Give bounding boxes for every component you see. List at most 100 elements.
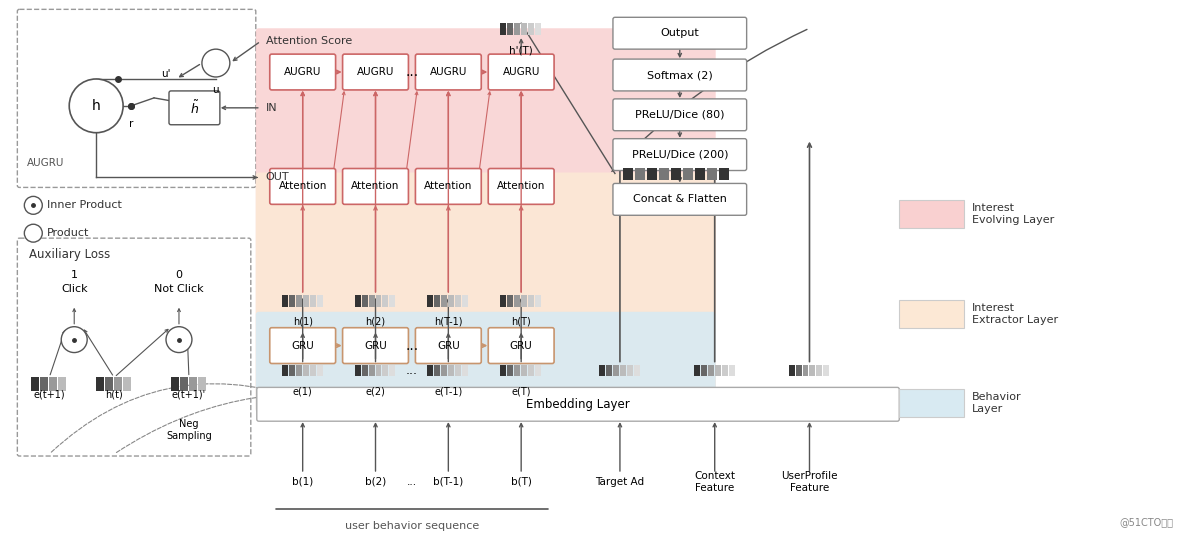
Text: h(t): h(t): [105, 389, 123, 400]
Text: b(1): b(1): [292, 477, 314, 487]
Bar: [613, 365, 619, 376]
Text: b(T): b(T): [510, 477, 532, 487]
Text: Not Click: Not Click: [154, 284, 204, 294]
Bar: [31, 378, 39, 391]
FancyBboxPatch shape: [488, 328, 554, 364]
Bar: [514, 23, 520, 35]
Text: e(2): e(2): [366, 387, 386, 396]
Bar: [500, 23, 507, 35]
Bar: [123, 378, 131, 391]
Bar: [626, 365, 633, 376]
Bar: [289, 365, 295, 376]
FancyBboxPatch shape: [270, 328, 335, 364]
Bar: [40, 378, 49, 391]
FancyBboxPatch shape: [256, 172, 715, 412]
Bar: [900, 300, 964, 328]
Bar: [303, 295, 309, 307]
FancyBboxPatch shape: [613, 59, 747, 91]
Bar: [528, 295, 534, 307]
Bar: [694, 365, 700, 376]
Text: e(1): e(1): [292, 387, 313, 396]
Bar: [354, 365, 361, 376]
Bar: [701, 365, 707, 376]
Bar: [507, 295, 513, 307]
FancyBboxPatch shape: [613, 17, 747, 49]
Circle shape: [202, 49, 230, 77]
Bar: [500, 365, 507, 376]
Text: GRU: GRU: [437, 340, 459, 351]
Bar: [382, 295, 388, 307]
Bar: [442, 295, 448, 307]
Bar: [521, 295, 527, 307]
Text: GRU: GRU: [291, 340, 314, 351]
Text: AUGRU: AUGRU: [502, 67, 540, 77]
Text: user behavior sequence: user behavior sequence: [345, 521, 480, 531]
Bar: [368, 365, 374, 376]
FancyBboxPatch shape: [342, 328, 408, 364]
Bar: [303, 365, 309, 376]
Bar: [514, 295, 520, 307]
Bar: [170, 378, 179, 391]
Bar: [361, 365, 367, 376]
FancyBboxPatch shape: [342, 169, 408, 205]
Text: Embedding Layer: Embedding Layer: [526, 398, 630, 411]
Text: UserProfile
Feature: UserProfile Feature: [781, 471, 838, 492]
Text: Auxiliary Loss: Auxiliary Loss: [30, 248, 110, 261]
FancyBboxPatch shape: [257, 387, 900, 421]
Bar: [189, 378, 197, 391]
Bar: [435, 365, 440, 376]
Bar: [521, 23, 527, 35]
Bar: [456, 365, 462, 376]
Bar: [296, 295, 302, 307]
Bar: [382, 365, 388, 376]
Bar: [635, 168, 645, 180]
Bar: [719, 168, 728, 180]
Text: Behavior
Layer: Behavior Layer: [972, 393, 1022, 414]
Text: u: u: [213, 85, 219, 95]
Bar: [671, 168, 681, 180]
Bar: [50, 378, 57, 391]
FancyBboxPatch shape: [256, 312, 715, 412]
Text: e(T-1): e(T-1): [435, 387, 463, 396]
Bar: [375, 295, 381, 307]
Text: OUT: OUT: [265, 172, 289, 183]
Bar: [599, 365, 605, 376]
Circle shape: [69, 79, 123, 133]
Bar: [900, 389, 964, 417]
Text: Inner Product: Inner Product: [47, 200, 122, 211]
Text: ...: ...: [405, 65, 418, 79]
Text: Attention: Attention: [497, 182, 546, 191]
Text: e(t+1)': e(t+1)': [172, 389, 206, 400]
Bar: [514, 365, 520, 376]
Text: b(2): b(2): [365, 477, 386, 487]
Bar: [620, 365, 626, 376]
FancyBboxPatch shape: [256, 28, 715, 412]
Text: r: r: [129, 119, 134, 129]
FancyBboxPatch shape: [169, 91, 220, 125]
Text: h: h: [92, 99, 101, 113]
FancyBboxPatch shape: [613, 184, 747, 215]
Bar: [427, 295, 433, 307]
Bar: [282, 365, 288, 376]
Bar: [708, 365, 714, 376]
Text: ...: ...: [407, 477, 417, 487]
Bar: [198, 378, 206, 391]
Bar: [803, 365, 809, 376]
Bar: [507, 23, 513, 35]
Bar: [528, 23, 534, 35]
Bar: [435, 295, 440, 307]
Bar: [810, 365, 816, 376]
Bar: [606, 365, 612, 376]
Bar: [817, 365, 823, 376]
Bar: [96, 378, 104, 391]
Bar: [823, 365, 830, 376]
Bar: [456, 295, 462, 307]
Text: Product: Product: [47, 228, 90, 238]
Bar: [105, 378, 114, 391]
Circle shape: [25, 197, 43, 214]
Bar: [442, 365, 448, 376]
Bar: [310, 295, 316, 307]
Text: Concat & Flatten: Concat & Flatten: [633, 194, 727, 205]
Text: Target Ad: Target Ad: [596, 477, 644, 487]
Text: Interest
Evolving Layer: Interest Evolving Layer: [972, 204, 1055, 225]
